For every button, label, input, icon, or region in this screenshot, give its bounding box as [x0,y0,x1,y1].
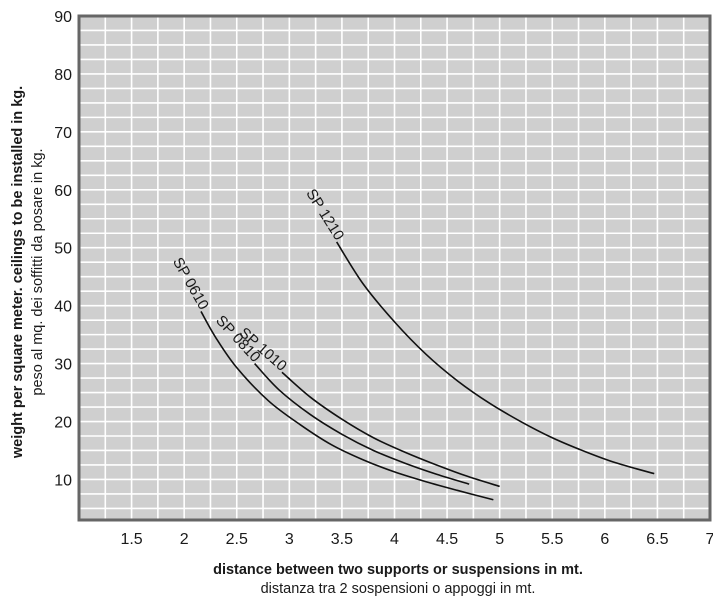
grid [79,16,710,520]
x-tick-label: 1.5 [120,531,142,548]
y-tick-label: 30 [54,357,72,374]
y-tick-label: 70 [54,125,72,142]
x-tick-label: 3 [285,531,294,548]
x-tick-label: 5.5 [541,531,563,548]
series-line-sp-0810 [254,363,470,485]
y-axis-tick-labels: 10 20 30 40 50 60 70 80 90 [54,9,72,489]
x-tick-label: 7 [706,531,713,548]
series-line-sp-1210 [335,241,655,475]
plot-border [77,14,712,522]
y-tick-label: 80 [54,67,72,84]
y-tick-label: 60 [54,183,72,200]
y-axis-title: weight per square meter. ceilings to be … [10,86,26,459]
y-tick-label: 20 [54,415,72,432]
x-tick-label: 5 [495,531,504,548]
x-tick-label: 2.5 [226,531,248,548]
y-tick-label: 40 [54,299,72,316]
x-axis-subtitle: distanza tra 2 sospensioni o appoggi in … [261,581,536,597]
x-tick-label: 4.5 [436,531,458,548]
x-tick-label: 6.5 [646,531,668,548]
series-line-sp-1010 [281,371,500,488]
y-tick-label: 10 [54,472,72,489]
y-tick-label: 50 [54,241,72,258]
x-axis-title: distance between two supports or suspens… [213,562,583,578]
series-lines [200,241,655,501]
y-axis-subtitle: peso al mq. dei soffitti da posare in kg… [30,148,46,395]
x-axis-tick-labels: 1.5 2 2.5 3 3.5 4 4.5 5 5.5 6 6.5 7 [120,531,713,548]
x-tick-label: 3.5 [331,531,353,548]
x-tick-label: 4 [390,531,399,548]
x-tick-label: 6 [600,531,609,548]
y-tick-label: 90 [54,9,72,26]
series-line-sp-0610 [200,311,494,501]
x-tick-label: 2 [180,531,189,548]
